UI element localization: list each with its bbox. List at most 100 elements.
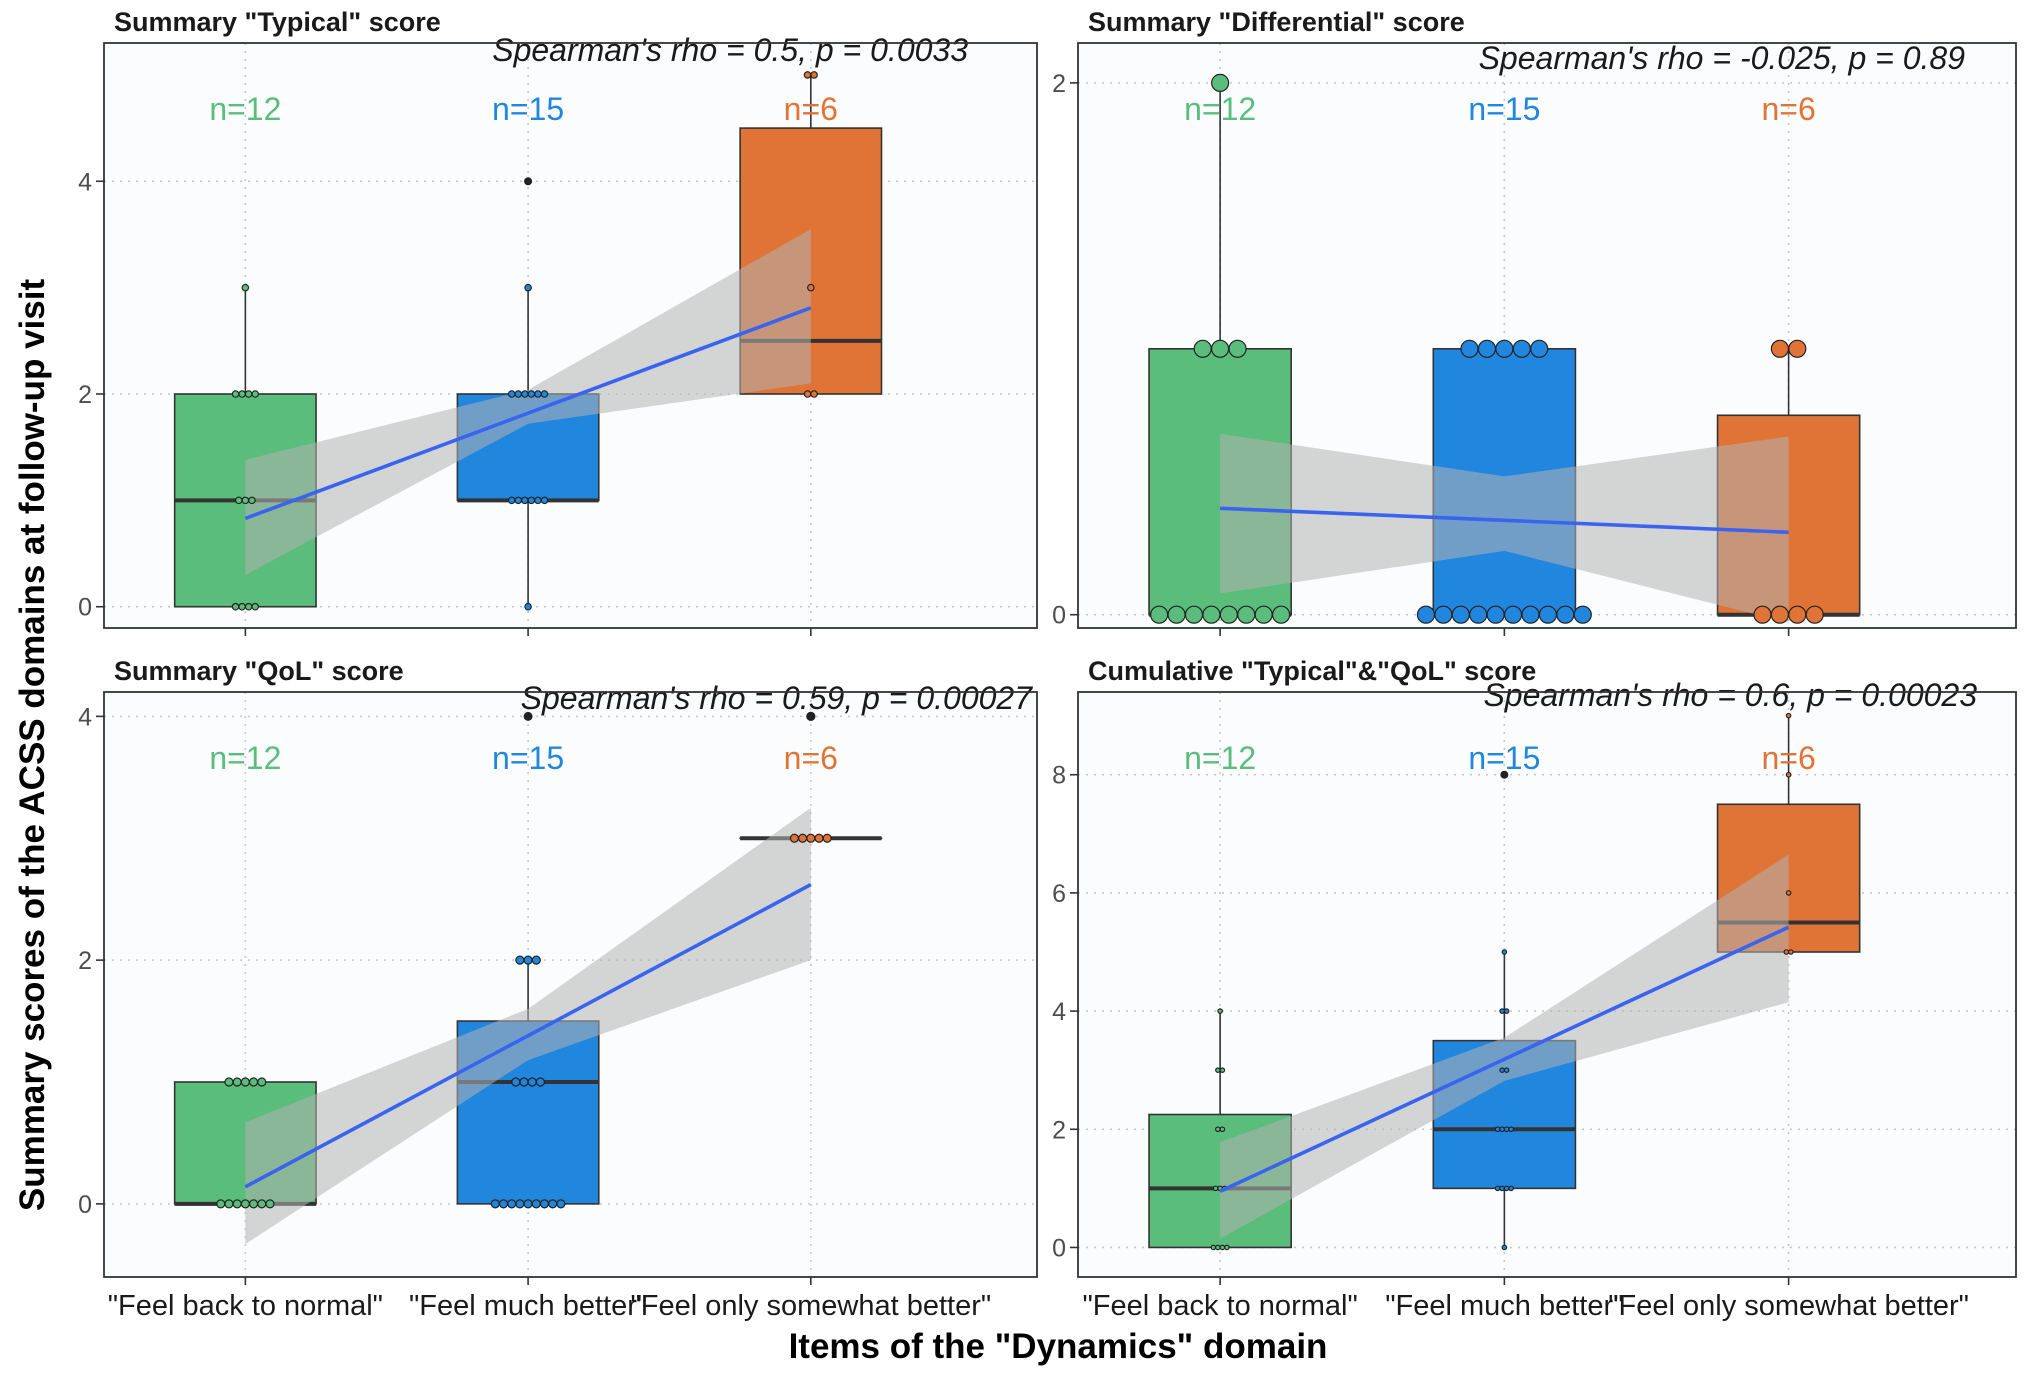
data-point — [1499, 1126, 1505, 1133]
trend-line — [1219, 925, 1790, 1193]
group-count-label: n=15 — [1468, 740, 1540, 776]
data-point — [1753, 605, 1772, 624]
data-point — [1167, 605, 1186, 624]
outlier-point — [523, 711, 533, 721]
x-tick-label: "Feel back to normal" — [108, 1290, 383, 1322]
data-point — [248, 1077, 259, 1087]
data-point — [1538, 605, 1558, 624]
data-point — [232, 1077, 242, 1087]
data-point — [507, 390, 516, 398]
x-tick-label: "Feel only somewhat better" — [1608, 1290, 1969, 1322]
data-point — [232, 1199, 242, 1209]
data-point — [1211, 73, 1230, 92]
panel-title: Summary "Typical" score — [114, 7, 441, 37]
panel-title: Summary "Differential" score — [1088, 7, 1465, 37]
x-tick-label: "Feel much better" — [409, 1290, 647, 1322]
data-point — [1184, 605, 1204, 624]
data-point — [1503, 1008, 1510, 1014]
trend-line — [244, 882, 812, 1189]
data-point — [231, 602, 240, 611]
data-point — [1212, 1185, 1219, 1192]
outlier-point — [1500, 770, 1509, 779]
data-point — [798, 833, 808, 843]
data-point — [1237, 605, 1256, 624]
spearman-annotation: Spearman's rho = -0.025, p = 0.89 — [1479, 40, 1966, 76]
data-point — [1211, 339, 1230, 358]
data-point — [540, 390, 549, 398]
data-point — [248, 496, 256, 505]
confidence-band — [245, 807, 811, 1245]
data-point — [1219, 605, 1238, 624]
panel-qol-score: Summary "QoL" score 0 2 4 n=12 n=15 n=6 Spearma… — [78, 656, 1038, 1322]
group-count-label: n=12 — [209, 91, 281, 127]
data-point — [514, 390, 523, 398]
trend-line — [244, 306, 812, 521]
data-point — [806, 833, 816, 843]
data-point — [1219, 1244, 1226, 1251]
data-point — [1469, 605, 1488, 624]
data-point — [1499, 1008, 1505, 1014]
data-point — [1512, 339, 1531, 358]
panel-title: Summary "QoL" score — [114, 656, 404, 686]
data-point — [1434, 605, 1453, 624]
data-point — [1215, 1244, 1221, 1251]
data-point — [803, 71, 812, 79]
data-point — [515, 1199, 525, 1209]
data-point — [521, 496, 529, 505]
data-point — [789, 833, 800, 843]
data-point — [1494, 1126, 1501, 1133]
spearman-annotation: Spearman's rho = 0.5, p = 0.0033 — [492, 32, 968, 68]
data-point — [216, 1199, 226, 1209]
x-axis-title: Items of the "Dynamics" domain — [789, 1327, 1328, 1366]
data-point — [507, 1199, 517, 1209]
group-count-label: n=15 — [1468, 91, 1540, 127]
data-point — [1770, 605, 1789, 624]
group-count-label: n=6 — [1761, 740, 1815, 776]
data-point — [244, 390, 253, 398]
group-count-label: n=12 — [1184, 740, 1256, 776]
data-point — [523, 955, 533, 965]
data-point — [241, 283, 250, 292]
data-point — [1503, 1126, 1510, 1133]
data-point — [531, 1199, 541, 1209]
data-point — [257, 1199, 267, 1209]
data-point — [1499, 1185, 1505, 1192]
data-point — [244, 602, 253, 611]
data-point — [1416, 605, 1436, 624]
data-point — [539, 1199, 550, 1209]
data-point — [1254, 605, 1273, 624]
data-point — [507, 496, 516, 505]
data-point — [1785, 771, 1792, 778]
x-tick-label: "Feel only somewhat better" — [630, 1290, 991, 1322]
data-point — [534, 390, 542, 398]
data-point — [1521, 605, 1540, 624]
data-point — [1501, 1244, 1508, 1251]
outlier-point — [524, 177, 533, 186]
panel-frame — [103, 42, 1038, 629]
data-point — [556, 1199, 566, 1209]
data-point — [238, 390, 246, 398]
data-point — [1219, 1126, 1226, 1133]
data-point — [1217, 1008, 1223, 1014]
data-point — [231, 390, 240, 398]
data-point — [1785, 890, 1792, 896]
data-point — [523, 1199, 533, 1209]
spearman-annotation: Spearman's rho = 0.6, p = 0.00023 — [1483, 677, 1977, 713]
y-tick-label: 0 — [1052, 602, 1066, 630]
confidence-band — [245, 229, 811, 575]
y-axis-title: Summary scores of the ACSS domains at fo… — [13, 279, 52, 1212]
data-point — [248, 1199, 259, 1209]
data-point — [1494, 1185, 1501, 1192]
data-point — [807, 283, 815, 292]
data-point — [810, 71, 818, 79]
data-point — [803, 390, 812, 398]
data-point — [1508, 1126, 1514, 1133]
panel-differential-score: Summary "Differential" score 0 2 n=12 n=15 n=… — [1052, 7, 2017, 636]
data-point — [1150, 605, 1169, 624]
y-tick-label: 0 — [1052, 1234, 1066, 1262]
panel-cumulative-score: Cumulative "Typical"&"QoL" score 0 2 4 6 8 n=1… — [1052, 656, 2017, 1322]
data-point — [1503, 605, 1523, 624]
data-point — [1503, 1067, 1510, 1073]
data-point — [224, 1077, 234, 1087]
